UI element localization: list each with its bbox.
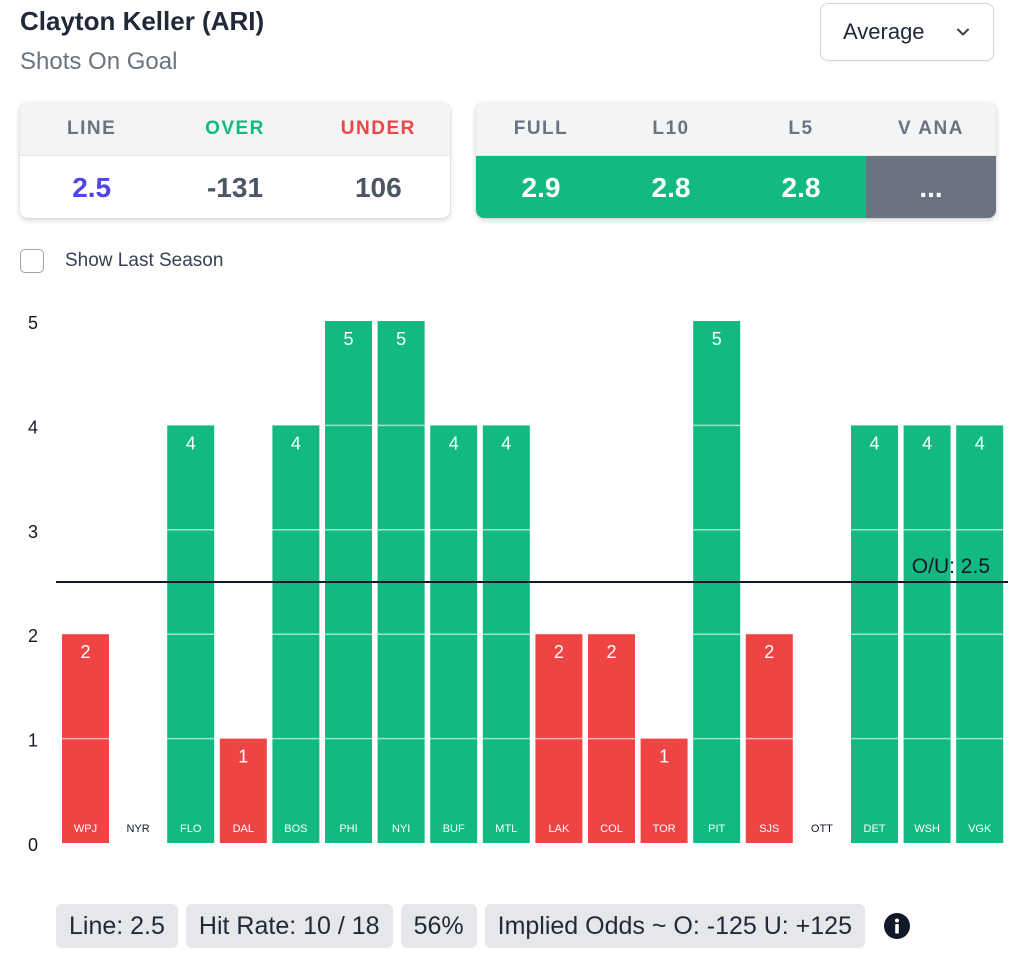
team-label: NYI: [392, 823, 410, 835]
team-label: LAK: [549, 823, 570, 835]
team-label: COL: [600, 823, 623, 835]
y-tick-label: 1: [28, 731, 38, 751]
show-last-season-label: Show Last Season: [65, 250, 224, 271]
show-last-season-checkbox[interactable]: [20, 249, 44, 273]
team-label: WSH: [914, 823, 940, 835]
team-label: NYR: [126, 823, 149, 835]
team-label: OTT: [811, 823, 833, 835]
summary-bar: Line: 2.5 Hit Rate: 10 / 18 56% Implied …: [56, 904, 911, 948]
team-label: TOR: [653, 823, 676, 835]
team-label: FLO: [180, 823, 202, 835]
bar-value-label: 4: [922, 433, 932, 453]
bar-value-label: 4: [869, 433, 879, 453]
team-label: PIT: [708, 823, 725, 835]
team-label: BUF: [443, 823, 465, 835]
bar: [219, 738, 267, 843]
team-label: DAL: [233, 823, 254, 835]
bar-value-label: 2: [764, 642, 774, 662]
line-value: 2.5: [72, 172, 112, 203]
info-icon[interactable]: [883, 912, 911, 940]
hit-rate-pill: Hit Rate: 10 / 18: [185, 904, 393, 948]
l5-average: 2.8: [736, 156, 866, 218]
team-label: DET: [864, 823, 886, 835]
team-label: SJS: [759, 823, 779, 835]
vs-opponent-average[interactable]: ...: [866, 156, 996, 218]
bar-value-label: 1: [659, 747, 669, 767]
game-log-chart: 0 1 2 3 4 5 2 WPJ NYR 4 FLO 1 DAL 4 BOS 5 PHI 5 NYI 4 BUF 4 MT…: [28, 313, 1008, 855]
bar-value-label: 2: [606, 642, 616, 662]
over-odds: -131: [206, 172, 264, 203]
y-tick-label: 2: [28, 626, 38, 646]
bar-value-label: 5: [396, 329, 406, 349]
team-label: VGK: [968, 823, 992, 835]
bar-value-label: 4: [975, 433, 985, 453]
vs-opponent-header: V ANA: [898, 118, 964, 139]
implied-odds-pill: Implied Odds ~ O: -125 U: +125: [484, 904, 865, 948]
y-tick-label: 4: [28, 417, 38, 437]
team-label: BOS: [284, 823, 307, 835]
dropdown-value: Average: [843, 19, 925, 44]
player-title: Clayton Keller (ARI): [20, 6, 265, 36]
bar: [640, 738, 688, 843]
l5-header: L5: [788, 118, 814, 139]
averages-card: FULL L10 L5 V ANA 2.9 2.8 2.8 ...: [476, 103, 996, 218]
chevron-down-icon: [957, 28, 969, 36]
full-average: 2.9: [476, 156, 606, 218]
over-under-label: O/U: 2.5: [912, 555, 990, 578]
line-card: LINE OVER UNDER 2.5 -131 106: [20, 103, 450, 218]
bar-value-label: 2: [554, 642, 564, 662]
bar-value-label: 4: [186, 433, 196, 453]
team-label: WPJ: [74, 823, 97, 835]
bar-value-label: 4: [291, 433, 301, 453]
y-tick-label: 5: [28, 313, 38, 333]
bar-value-label: 2: [80, 642, 90, 662]
full-header: FULL: [513, 118, 569, 139]
under-odds: 106: [354, 172, 402, 203]
stat-mode-dropdown[interactable]: Average: [820, 3, 994, 61]
l10-header: L10: [652, 118, 690, 139]
stat-subtitle: Shots On Goal: [20, 48, 178, 75]
bar-value-label: 4: [449, 433, 459, 453]
under-header: UNDER: [340, 118, 416, 139]
l10-average: 2.8: [606, 156, 736, 218]
bar-value-label: 5: [343, 329, 353, 349]
bar-value-label: 1: [238, 747, 248, 767]
bar-value-label: 4: [501, 433, 511, 453]
hit-pct-pill: 56%: [400, 904, 477, 948]
y-tick-label: 3: [28, 522, 38, 542]
over-header: OVER: [205, 118, 265, 139]
team-label: PHI: [339, 823, 357, 835]
bar-value-label: 5: [712, 329, 722, 349]
line-header: LINE: [67, 118, 117, 139]
line-pill: Line: 2.5: [56, 904, 178, 948]
y-tick-label: 0: [28, 835, 38, 855]
team-label: MTL: [495, 823, 517, 835]
